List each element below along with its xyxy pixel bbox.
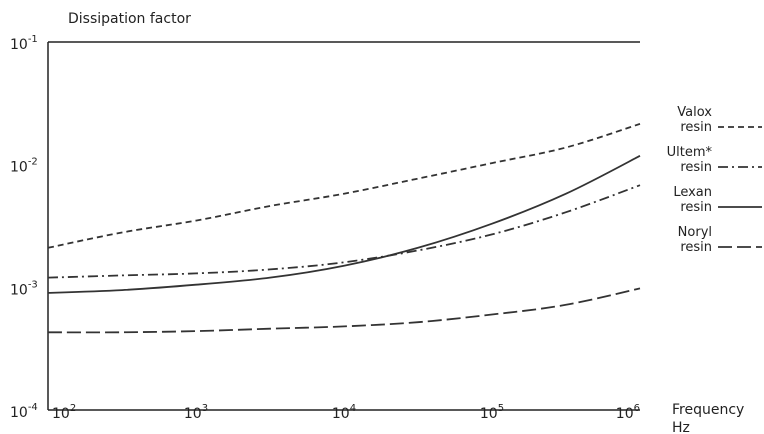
x-tick-label: 104: [332, 403, 356, 422]
legend-label-name: Ultem*: [667, 145, 713, 160]
series-line-ultem: [47, 184, 641, 279]
y-tick-label: 10-1: [10, 34, 38, 53]
series-line-valox: [47, 123, 641, 249]
legend-label-name: Noryl: [678, 225, 712, 240]
axes: [47, 41, 640, 411]
legend-entry-ultem: Ultem*resin: [667, 145, 762, 175]
x-tick-label: 105: [480, 403, 504, 422]
legend-label-resin: resin: [680, 240, 712, 255]
y-tick-label: 10-4: [10, 402, 38, 421]
ticks: 102 103 104 105 106 10-1 10-2 10-3 10-4: [10, 34, 640, 422]
legend-label-resin: resin: [680, 120, 712, 135]
legend-label-resin: resin: [680, 160, 712, 175]
y-tick-label: 10-2: [10, 157, 38, 176]
x-tick-label: 102: [52, 403, 76, 422]
legend: ValoxresinUltem*resinLexanresinNorylresi…: [667, 105, 762, 255]
x-tick-label: 103: [184, 403, 208, 422]
legend-label-name: Lexan: [673, 185, 712, 200]
legend-label-resin: resin: [680, 200, 712, 215]
series-line-lexan: [47, 155, 641, 294]
legend-label-name: Valox: [677, 105, 712, 120]
series: [47, 123, 641, 334]
y-tick-label: 10-3: [10, 279, 38, 298]
x-tick-label: 106: [616, 403, 640, 422]
y-axis-label: Dissipation factor: [68, 11, 191, 27]
x-axis-unit: Hz: [672, 420, 690, 434]
x-axis-label: Frequency: [672, 402, 744, 418]
series-line-noryl: [47, 287, 641, 334]
